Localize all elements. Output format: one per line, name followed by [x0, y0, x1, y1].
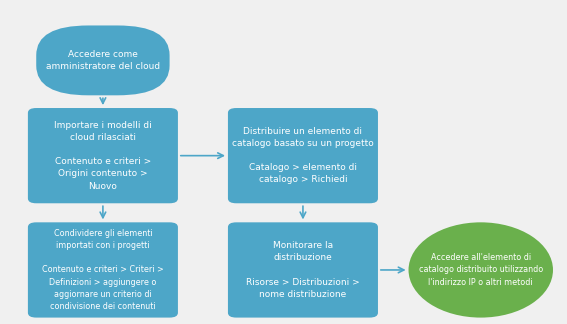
FancyBboxPatch shape: [228, 222, 378, 318]
FancyBboxPatch shape: [228, 108, 378, 203]
Text: Importare i modelli di
cloud rilasciati

Contenuto e criteri >
Origini contenuto: Importare i modelli di cloud rilasciati …: [54, 121, 152, 191]
Text: Accedere come
amministratore del cloud: Accedere come amministratore del cloud: [46, 50, 160, 71]
FancyBboxPatch shape: [28, 222, 178, 318]
FancyBboxPatch shape: [36, 26, 170, 95]
Text: Condividere gli elementi
importati con i progetti

Contenuto e criteri > Criteri: Condividere gli elementi importati con i…: [42, 229, 164, 311]
Text: Distribuire un elemento di
catalogo basato su un progetto

Catalogo > elemento d: Distribuire un elemento di catalogo basa…: [232, 127, 374, 184]
Text: Accedere all'elemento di
catalogo distribuito utilizzando
l'indirizzo IP o altri: Accedere all'elemento di catalogo distri…: [418, 253, 543, 287]
FancyBboxPatch shape: [28, 108, 178, 203]
Ellipse shape: [408, 222, 553, 318]
Text: Monitorare la
distribuzione

Risorse > Distribuzioni >
nome distribuzione: Monitorare la distribuzione Risorse > Di…: [246, 241, 360, 299]
